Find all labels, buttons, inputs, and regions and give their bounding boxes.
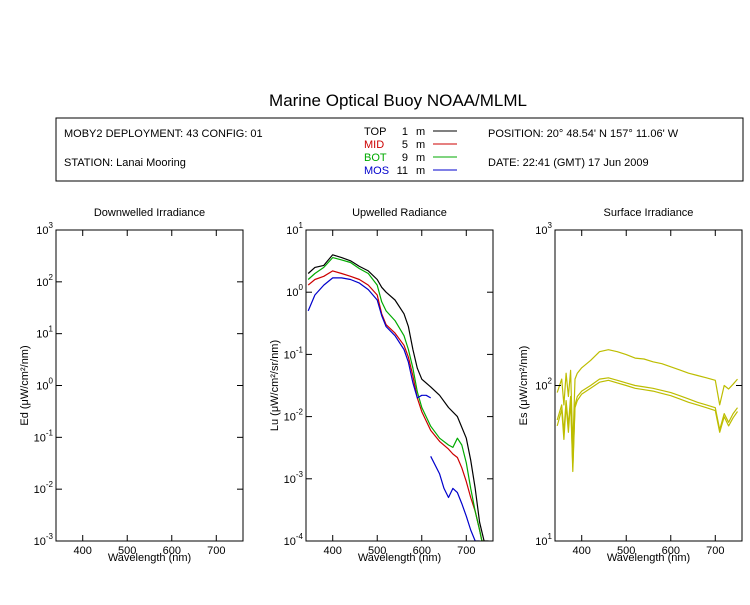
legend-entry-bot: BOT 9 m xyxy=(364,152,457,164)
y-axis-label: Es (μW/cm²/nm) xyxy=(518,346,530,426)
x-tick-label: 600 xyxy=(163,545,181,557)
y-tick-label: 10-2 xyxy=(34,480,54,496)
chart-title: Upwelled Radiance xyxy=(352,207,447,219)
y-tick-label: 10-2 xyxy=(284,408,304,424)
deployment-text: MOBY2 DEPLOYMENT: 43 CONFIG: 01 xyxy=(64,128,263,140)
x-tick-label: 400 xyxy=(324,545,342,557)
x-axis-label: Wavelength (nm) xyxy=(108,552,191,564)
series-line-es-3 xyxy=(556,379,738,473)
y-tick-label: 10-1 xyxy=(284,345,304,361)
y-axis-label: Lu (μW/cm²/sr/nm) xyxy=(269,340,281,431)
y-tick-label: 10-1 xyxy=(34,428,54,444)
y-tick-label: 101 xyxy=(36,325,53,341)
series-line-mos xyxy=(307,277,480,541)
series-group xyxy=(556,349,738,473)
y-tick-label: 101 xyxy=(535,532,552,548)
series-line-bot xyxy=(307,257,485,541)
y-tick-label: 102 xyxy=(535,377,552,393)
legend-name: MOS xyxy=(364,165,389,177)
legend-unit: m xyxy=(416,152,425,164)
date-text: DATE: 22:41 (GMT) 17 Jun 2009 xyxy=(488,157,649,169)
station-text: STATION: Lanai Mooring xyxy=(64,157,186,169)
legend-name: TOP xyxy=(364,126,386,138)
legend-depth: 5 xyxy=(402,139,408,151)
x-tick-label: 700 xyxy=(207,545,225,557)
chart-panel-2: Upwelled Radiance 400 500 600 700 Wavelength … xyxy=(269,207,494,564)
chart-title: Downwelled Irradiance xyxy=(94,207,205,219)
y-axis-label: Ed (μW/cm²/nm) xyxy=(19,345,31,425)
legend-unit: m xyxy=(416,139,425,151)
x-axis-label: Wavelength (nm) xyxy=(607,552,690,564)
legend-entry-top: TOP 1 m xyxy=(364,126,457,138)
legend-name: BOT xyxy=(364,152,387,164)
legend-unit: m xyxy=(416,126,425,138)
x-axis-label: Wavelength (nm) xyxy=(358,552,441,564)
y-tick-label: 102 xyxy=(36,273,53,289)
y-tick-label: 103 xyxy=(36,221,53,237)
plot-frame xyxy=(305,229,494,542)
position-text: POSITION: 20° 48.54' N 157° 11.06' W xyxy=(488,128,679,140)
series-line-es-1 xyxy=(556,349,738,448)
figure-title: Marine Optical Buoy NOAA/MLML xyxy=(269,91,527,110)
series-group xyxy=(307,254,489,541)
x-tick-label: 600 xyxy=(662,545,680,557)
y-tick-label: 10-3 xyxy=(284,470,304,486)
chart-panel-3: Surface Irradiance 400 500 600 700 Wavelength… xyxy=(518,207,743,564)
legend-depth: 11 xyxy=(397,165,408,177)
y-tick-label: 103 xyxy=(535,221,552,237)
series-line-es-2 xyxy=(556,377,738,468)
x-tick-label: 600 xyxy=(413,545,431,557)
x-tick-label: 500 xyxy=(118,545,136,557)
chart-panels: Downwelled Irradiance 400 500 600 700 Wavelen… xyxy=(19,207,743,564)
x-tick-label: 500 xyxy=(368,545,386,557)
legend-depth: 1 xyxy=(402,126,408,138)
legend-entry-mid: MID 5 m xyxy=(364,139,457,151)
chart-panel-1: Downwelled Irradiance 400 500 600 700 Wavelen… xyxy=(19,207,244,564)
chart-title: Surface Irradiance xyxy=(604,207,694,219)
y-tick-label: 10-4 xyxy=(284,532,304,548)
legend-unit: m xyxy=(416,165,425,177)
x-tick-label: 400 xyxy=(573,545,591,557)
plot-frame xyxy=(55,229,244,542)
y-tick-label: 100 xyxy=(36,377,53,393)
y-tick-label: 100 xyxy=(286,283,303,299)
series-line-top xyxy=(307,254,489,541)
y-tick-label: 101 xyxy=(286,221,303,237)
x-tick-label: 500 xyxy=(617,545,635,557)
x-tick-label: 700 xyxy=(706,545,724,557)
legend-depth: 9 xyxy=(402,152,408,164)
series-line-mid xyxy=(307,270,485,541)
y-tick-label: 10-3 xyxy=(34,532,54,548)
legend-name: MID xyxy=(364,139,384,151)
x-tick-label: 400 xyxy=(74,545,92,557)
plot-frame xyxy=(554,229,743,542)
x-tick-label: 700 xyxy=(457,545,475,557)
legend-entry-mos: MOS 11 m xyxy=(364,165,457,177)
info-box xyxy=(55,117,744,182)
